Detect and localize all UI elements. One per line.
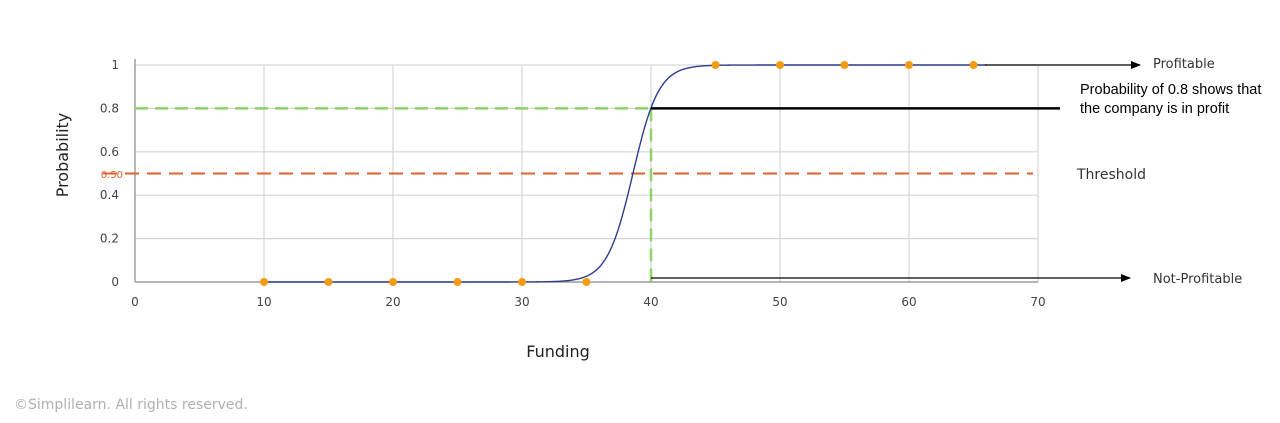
data-point [905,61,913,69]
x-axis-title: Funding [526,342,590,361]
x-tick-label: 50 [772,295,787,309]
threshold-tick-label: 0.50 [101,170,123,181]
data-point [324,278,333,286]
x-tick-label: 30 [514,295,529,309]
x-tick-label: 70 [1030,295,1045,309]
x-tick-label: 40 [643,295,658,309]
data-point [840,61,849,69]
data-point [711,61,720,69]
y-tick-label: 0 [111,275,119,289]
y-axis-title: Probability [53,113,72,198]
data-point [389,278,397,286]
tick-labels: 0 10 20 30 40 50 60 70 0 0.2 0.4 0.6 0.8 1 [100,58,1046,309]
y-tick-label: 0.4 [100,188,119,202]
probability-note: Probability of 0.8 shows that the compan… [1080,82,1262,117]
data-point [776,61,784,69]
not-profitable-label: Not-Profitable [1153,272,1242,287]
axes [134,59,1038,283]
y-tick-label: 0.6 [100,145,119,159]
x-tick-label: 20 [385,295,400,309]
logistic-curve [264,64,987,283]
data-points [260,61,978,286]
data-point [582,278,591,286]
profitable-label: Profitable [1153,57,1215,72]
annotation-arrows [651,61,1141,282]
x-tick-label: 10 [256,295,271,309]
y-tick-label: 1 [111,58,119,72]
data-point [969,61,978,69]
data-point [260,278,268,286]
y-tick-label: 0.8 [100,101,119,115]
reference-lines [103,107,1033,282]
copyright-text: ©Simplilearn. All rights reserved. [14,397,248,413]
x-tick-label: 0 [131,295,139,309]
data-point [453,278,462,286]
logistic-curve-group [264,64,987,283]
y-tick-label: 0.2 [100,232,119,246]
x-tick-label: 60 [901,295,916,309]
threshold-label: Threshold [1076,167,1146,183]
data-point [518,278,526,286]
